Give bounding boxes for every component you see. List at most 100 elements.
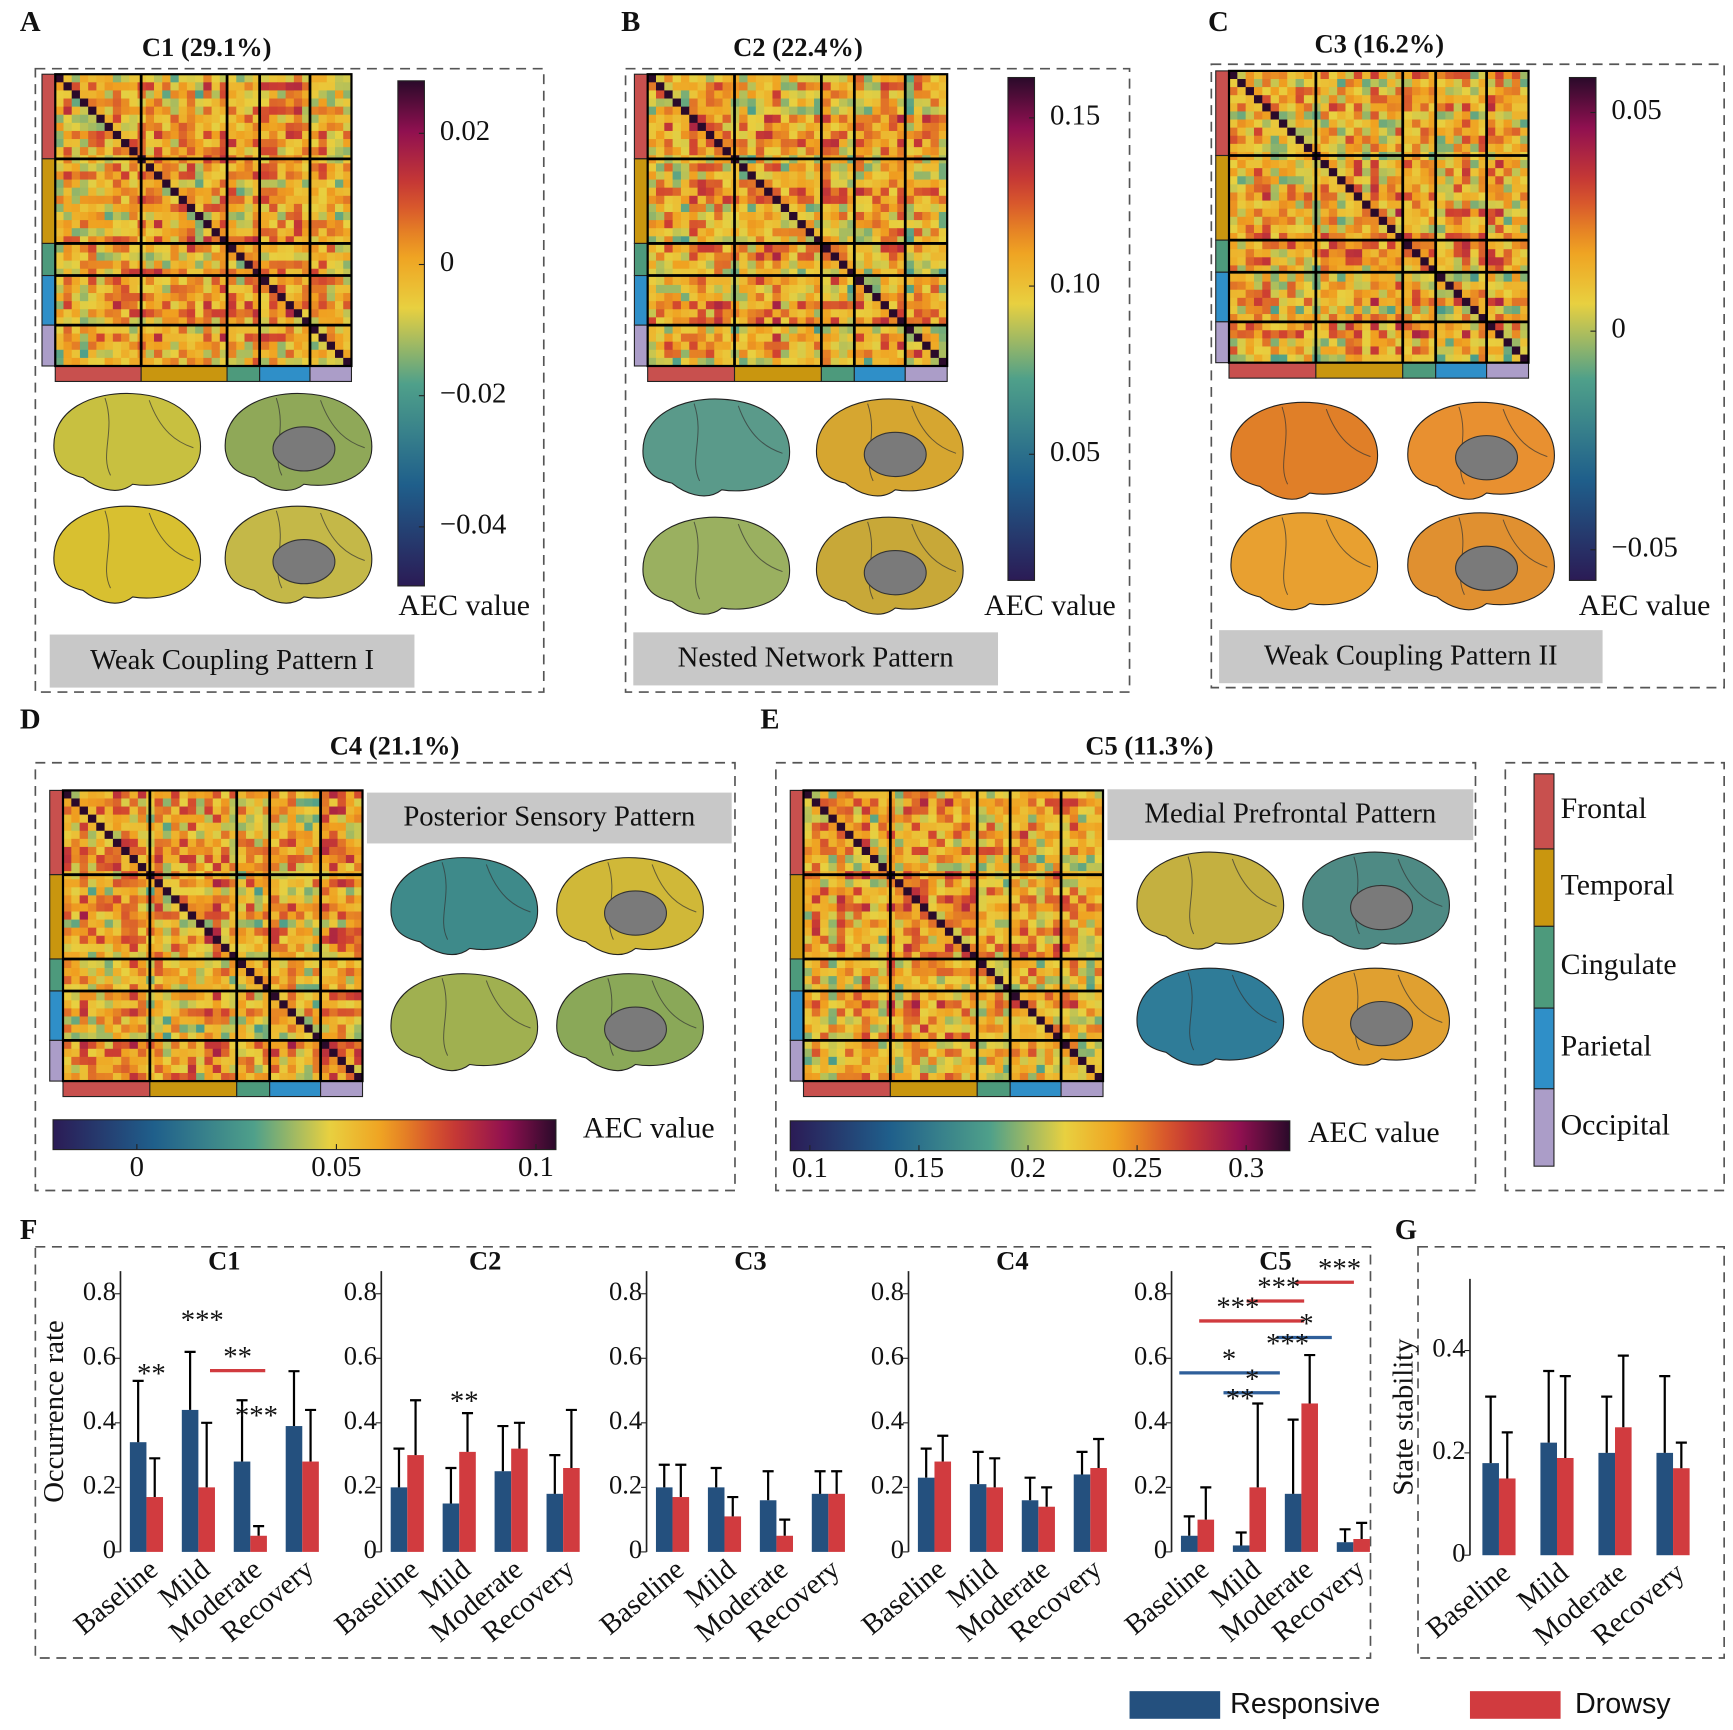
matrix-cell <box>310 82 319 91</box>
matrix-cell <box>293 139 303 148</box>
matrix-cell <box>805 252 815 262</box>
matrix-cell <box>739 236 748 245</box>
matrix-cell <box>705 171 715 181</box>
matrix-cell <box>1495 338 1505 347</box>
matrix-cell <box>96 943 106 953</box>
matrix-cell <box>780 122 790 132</box>
matrix-cell <box>1253 127 1263 137</box>
matrix-cell <box>1362 338 1371 347</box>
matrix-cell <box>302 74 311 83</box>
matrix-cell <box>922 252 931 262</box>
matrix-cell <box>79 130 89 140</box>
brain-surface <box>1230 512 1379 611</box>
matrix-cell <box>204 854 214 864</box>
matrix-cell <box>1378 297 1388 307</box>
matrix-cell <box>145 195 155 205</box>
matrix-cell <box>863 139 873 148</box>
matrix-cell <box>797 252 807 262</box>
matrix-cell <box>211 260 221 270</box>
matrix-cell <box>162 846 172 856</box>
matrix-cell <box>178 252 188 262</box>
matrix-cell <box>186 228 196 237</box>
matrix-cell <box>211 301 221 310</box>
matrix-cell <box>1370 330 1380 339</box>
matrix-cell <box>96 911 106 921</box>
matrix-cell <box>789 82 798 91</box>
matrix-cell <box>219 220 229 229</box>
matrix-cell <box>1387 257 1396 266</box>
matrix-cell <box>1478 208 1488 218</box>
matrix-cell <box>318 317 328 326</box>
brain-surface <box>1407 512 1555 611</box>
matrix-cell <box>269 293 278 302</box>
matrix-cell <box>805 211 815 221</box>
matrix-cell <box>697 301 707 310</box>
matrix-cell <box>212 895 222 904</box>
matrix-cell <box>71 74 81 83</box>
matrix-cell <box>830 244 840 253</box>
matrix-cell <box>888 179 898 189</box>
matrix-cell <box>789 130 798 140</box>
matrix-cell <box>755 163 765 172</box>
matrix-cell <box>764 171 773 181</box>
matrix-cell <box>655 236 665 245</box>
matrix-cell <box>1445 119 1455 129</box>
matrix-cell <box>195 106 204 116</box>
matrix-cell <box>772 268 782 278</box>
matrix-cell <box>1495 103 1505 112</box>
matrix-cell <box>252 236 262 245</box>
matrix-cell <box>1237 135 1247 145</box>
matrix-cell <box>863 301 873 310</box>
matrix-cell <box>304 798 314 807</box>
matrix-cell <box>805 284 815 294</box>
matrix-cell <box>162 187 171 197</box>
matrix-cell <box>1262 168 1272 177</box>
matrix-cell <box>262 976 272 985</box>
matrix-cell <box>87 968 97 977</box>
matrix-cell <box>789 211 798 221</box>
matrix-cell <box>112 195 122 205</box>
matrix-cell <box>1453 184 1463 193</box>
matrix-cell <box>277 268 287 278</box>
matrix-cell <box>178 244 188 253</box>
matrix-cell <box>747 301 757 310</box>
matrix-cell <box>236 220 245 229</box>
matrix-cell <box>129 806 139 816</box>
matrix-cell <box>1278 297 1288 307</box>
matrix-cell <box>739 268 748 278</box>
matrix-cell <box>112 147 122 156</box>
matrix-cell <box>814 276 823 286</box>
matrix-cell <box>647 187 657 197</box>
matrix-cell <box>847 195 857 205</box>
matrix-cell <box>1253 289 1263 299</box>
matrix-cell <box>1245 184 1255 193</box>
matrix-cell <box>1353 143 1363 153</box>
matrix-cell <box>1412 111 1421 120</box>
matrix-cell <box>805 236 815 245</box>
matrix-cell <box>1303 330 1313 339</box>
matrix-cell <box>1378 119 1388 129</box>
matrix-cell <box>747 268 757 278</box>
matrix-cell <box>1378 192 1388 202</box>
matrix-cell <box>204 895 214 904</box>
matrix-cell <box>772 163 782 172</box>
matrix-cell <box>55 139 64 148</box>
matrix-cell <box>187 814 197 824</box>
matrix-cell <box>1453 241 1463 250</box>
matrix-cell <box>664 276 674 286</box>
matrix-cell <box>1461 249 1471 258</box>
matrix-cell <box>822 203 832 213</box>
matrix-cell <box>672 284 682 294</box>
matrix-cell <box>714 260 723 270</box>
matrix-cell <box>162 822 172 832</box>
matrix-cell <box>219 341 229 351</box>
matrix-cell <box>244 301 254 310</box>
matrix-cell <box>270 911 280 921</box>
matrix-cell <box>680 341 690 351</box>
matrix-cell <box>236 195 245 205</box>
matrix-cell <box>647 139 657 148</box>
matrix-cell <box>697 349 707 359</box>
matrix-cell <box>830 211 840 221</box>
matrix-cell <box>1395 281 1405 291</box>
matrix-cell <box>252 122 262 132</box>
